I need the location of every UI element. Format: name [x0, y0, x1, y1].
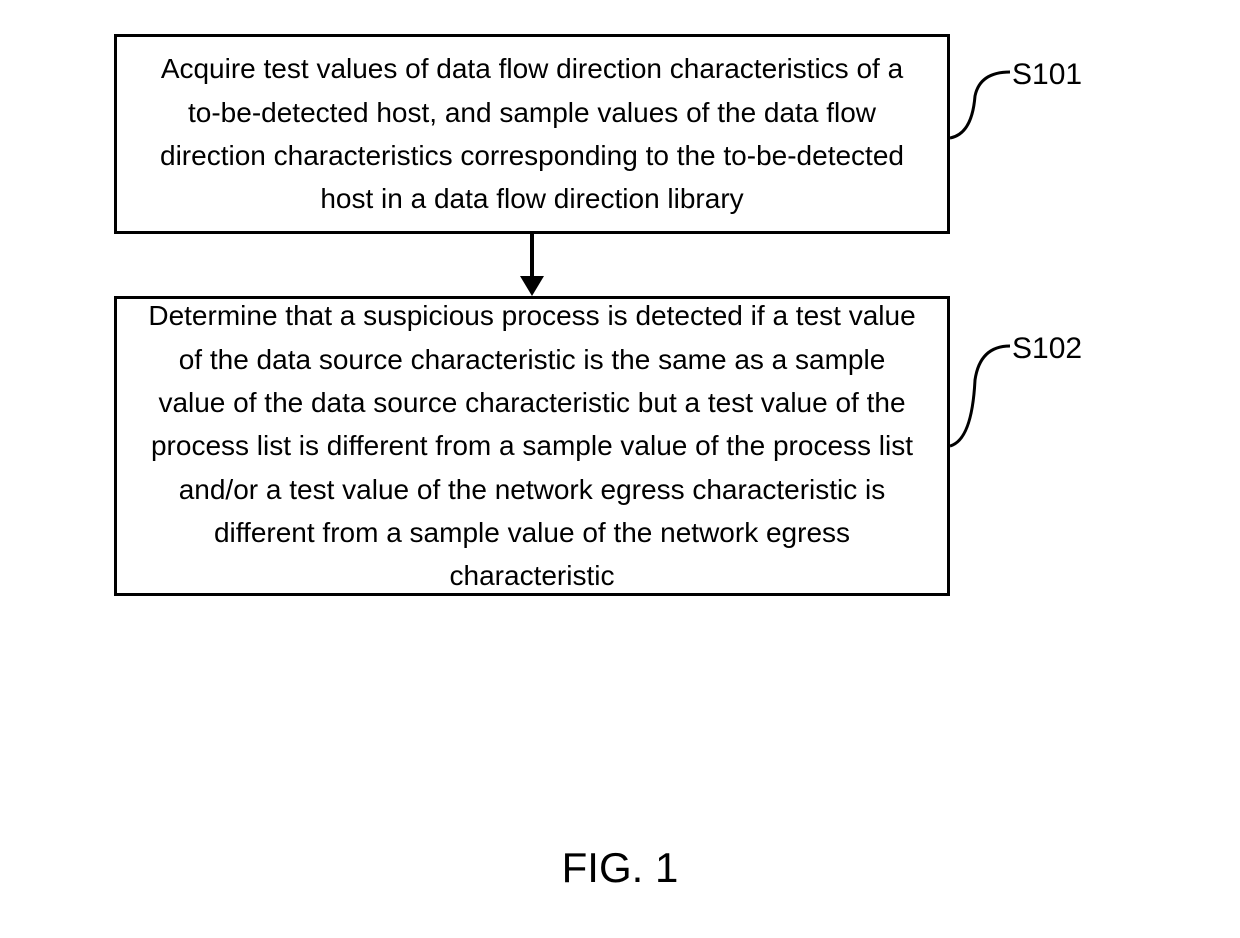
arrow-head-icon	[520, 276, 544, 296]
flowchart-node-step2: Determine that a suspicious process is d…	[114, 296, 950, 596]
flowchart-arrow	[524, 234, 540, 296]
flowchart-container: Acquire test values of data flow directi…	[0, 0, 1240, 938]
step-label-s101: S101	[1012, 58, 1082, 92]
flowchart-node-text: Acquire test values of data flow directi…	[147, 47, 917, 221]
figure-caption: FIG. 1	[0, 844, 1240, 892]
flowchart-node-text: Determine that a suspicious process is d…	[147, 294, 917, 598]
flowchart-node-step1: Acquire test values of data flow directi…	[114, 34, 950, 234]
arrow-line	[530, 234, 534, 282]
label-connector-curve-2	[950, 340, 1010, 450]
label-connector-curve-1	[950, 66, 1010, 141]
step-label-s102: S102	[1012, 332, 1082, 366]
